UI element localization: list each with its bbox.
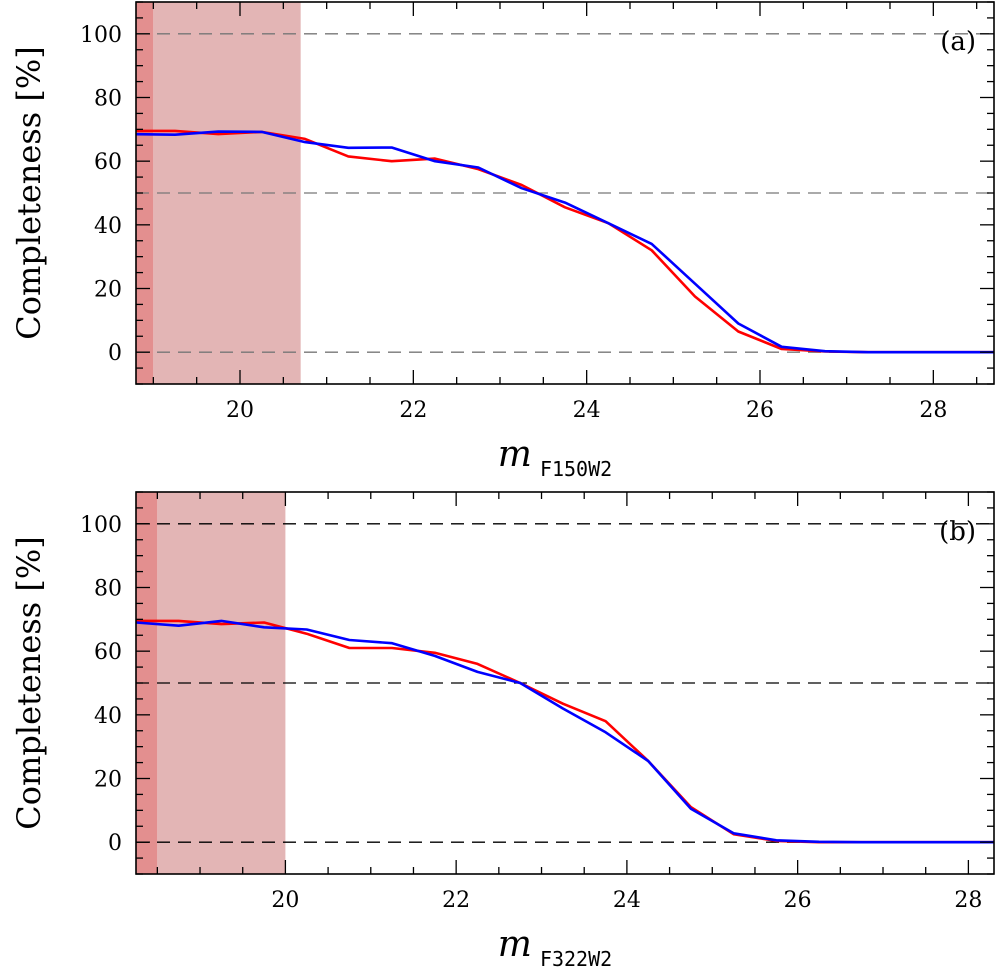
x-tick-label: 20 <box>271 888 299 913</box>
x-axis-title: m F150W2 <box>498 434 612 481</box>
x-tick-label: 24 <box>573 398 601 423</box>
panel-b: 20 22 24 26 28 0 20 40 60 80 100 Completeness [%] m F… <box>10 491 995 968</box>
x-axis-title-filter: F150W2 <box>540 457 612 481</box>
y-tick-label: 80 <box>94 577 122 602</box>
x-tick-label: 26 <box>784 888 812 913</box>
y-tick-label: 0 <box>108 341 122 366</box>
blue-series-line <box>136 619 994 844</box>
y-tick-label: 40 <box>94 704 122 729</box>
x-tick-label: 28 <box>919 398 947 423</box>
y-axis-title: Completeness [%] <box>10 46 48 339</box>
y-tick-label: 100 <box>80 513 122 538</box>
x-tick-label: 20 <box>226 398 254 423</box>
x-tick-label: 22 <box>442 888 470 913</box>
x-axis-title-symbol: m <box>498 434 532 475</box>
y-tick-label: 80 <box>94 87 122 112</box>
x-axis-title-symbol: m <box>498 924 532 965</box>
y-tick-label: 60 <box>94 640 122 665</box>
y-axis-title: Completeness [%] <box>10 536 48 829</box>
x-tick-label: 22 <box>399 398 427 423</box>
y-tick-label: 20 <box>94 278 122 303</box>
blue-series-line <box>136 130 994 354</box>
x-axis-title: m F322W2 <box>498 924 612 968</box>
y-tick-label: 60 <box>94 150 122 175</box>
panel-label: (a) <box>940 27 976 57</box>
panel-label: (b) <box>939 517 976 547</box>
y-tick-label: 0 <box>108 831 122 856</box>
x-axis-title-filter: F322W2 <box>540 947 612 968</box>
x-tick-label: 26 <box>746 398 774 423</box>
panel-a: 20 22 24 26 28 0 20 40 60 80 100 Completeness [%] m F… <box>10 1 995 481</box>
y-tick-label: 100 <box>80 23 122 48</box>
x-tick-label: 24 <box>613 888 641 913</box>
y-tick-label: 20 <box>94 768 122 793</box>
y-tick-label: 40 <box>94 214 122 239</box>
x-tick-label: 28 <box>954 888 982 913</box>
